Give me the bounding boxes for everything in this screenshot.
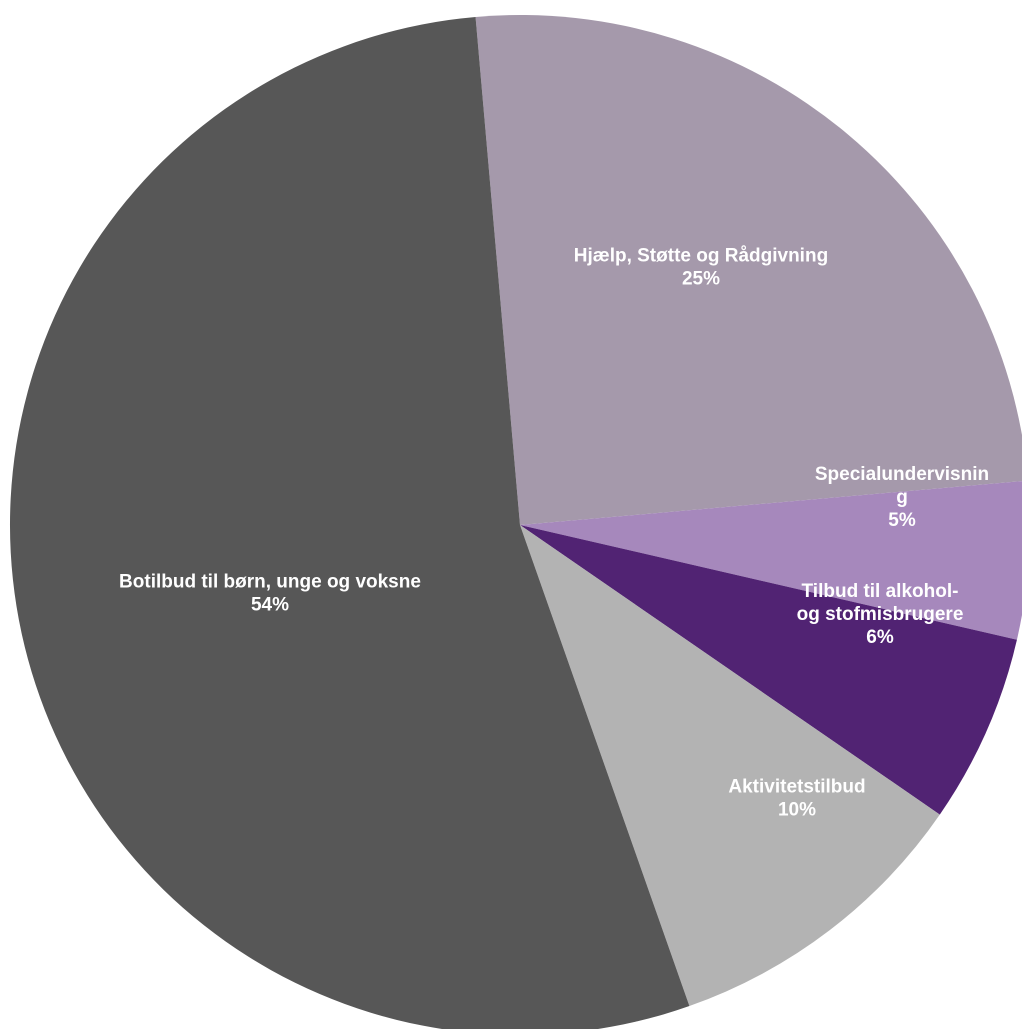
slice-percent: 54%: [251, 595, 289, 616]
slice-percent: 10%: [778, 800, 816, 821]
slice-label-line: og stofmisbrugere: [797, 604, 964, 625]
slice-label: Aktivitetstilbud 10%: [728, 777, 865, 821]
slice-label-line: g: [896, 487, 908, 508]
pie-slice: [10, 16, 690, 1029]
pie-slice: [520, 481, 1022, 640]
slice-percent: 25%: [682, 269, 720, 290]
pie-slices: [10, 15, 1022, 1029]
pie-slice: [475, 15, 1022, 525]
slice-label-line: Specialundervisnin: [815, 464, 989, 485]
slice-label: Specialundervisnin g 5%: [815, 464, 989, 531]
slice-label: Botilbud til børn, unge og voksne 54%: [119, 572, 421, 616]
slice-label-line: Botilbud til børn, unge og voksne: [119, 572, 421, 593]
slice-label-line: Hjælp, Støtte og Rådgivning: [574, 246, 828, 267]
slice-label: Tilbud til alkohol-og stofmisbrugere 6%: [797, 581, 964, 648]
slice-percent: 6%: [866, 627, 894, 648]
slice-label-line: Tilbud til alkohol-: [802, 581, 959, 602]
slice-label: Hjælp, Støtte og Rådgivning 25%: [574, 246, 828, 290]
pie-slice: [520, 525, 940, 1007]
slice-label-line: Aktivitetstilbud: [728, 777, 865, 798]
slice-labels: Hjælp, Støtte og Rådgivning 25% Specialund…: [119, 246, 989, 821]
slice-percent: 5%: [888, 510, 916, 531]
pie-slice: [520, 525, 1017, 815]
